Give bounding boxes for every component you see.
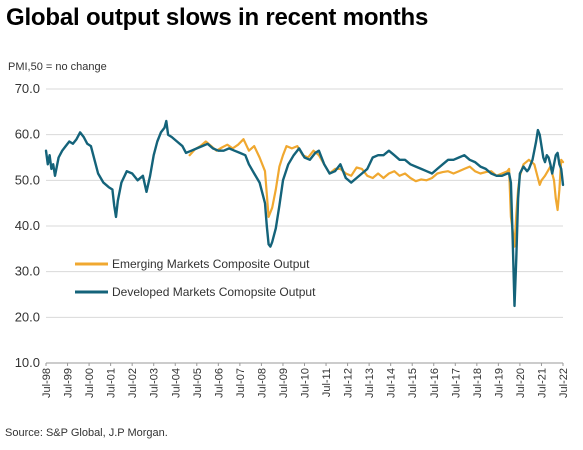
x-tick-label: Jul-10 <box>300 368 312 398</box>
legend-label-developed: Developed Markets Comopsite Output <box>112 285 316 299</box>
x-tick-label: Jul-08 <box>256 368 268 398</box>
series-line-emerging <box>188 138 565 248</box>
x-tick-label: Jul-16 <box>429 368 441 398</box>
x-tick-label: Jul-19 <box>493 368 505 398</box>
y-tick-label: 60.0 <box>15 127 40 142</box>
legend-label-emerging: Emerging Markets Composite Output <box>112 257 310 271</box>
y-axis-ticks: 10.0 20.0 30.0 40.0 50.0 60.0 70.0 <box>15 81 40 370</box>
y-tick-label: 50.0 <box>15 172 40 187</box>
x-tick-label: Jul-99 <box>63 368 75 398</box>
y-tick-label: 10.0 <box>15 355 40 370</box>
x-tick-label: Jul-22 <box>558 368 570 398</box>
x-tick-label: Jul-07 <box>235 368 247 398</box>
x-tick-label: Jul-12 <box>343 368 355 398</box>
x-tick-label: Jul-11 <box>321 368 333 397</box>
gridlines <box>46 88 563 318</box>
y-tick-label: 20.0 <box>15 309 40 324</box>
x-tick-label: Jul-18 <box>472 368 484 398</box>
x-tick-label: Jul-03 <box>149 368 161 398</box>
y-tick-label: 40.0 <box>15 218 40 233</box>
series-line-developed <box>44 119 565 308</box>
x-tick-label: Jul-02 <box>127 368 139 398</box>
x-axis-ticks: Jul-98 Jul-99 Jul-00 Jul-01 Jul-02 Jul-03 Jul-… <box>41 363 570 398</box>
x-tick-label: Jul-09 <box>278 368 290 398</box>
x-tick-label: Jul-20 <box>515 368 527 398</box>
y-tick-label: 30.0 <box>15 264 40 279</box>
x-tick-label: Jul-15 <box>407 368 419 398</box>
x-tick-label: Jul-17 <box>450 368 462 398</box>
x-tick-label: Jul-00 <box>84 368 96 398</box>
source-note: Source: S&P Global, J.P Morgan. <box>5 427 168 439</box>
x-tick-label: Jul-21 <box>536 368 548 398</box>
x-tick-label: Jul-06 <box>213 368 225 398</box>
x-tick-label: Jul-98 <box>41 368 53 398</box>
x-tick-label: Jul-05 <box>192 368 204 398</box>
x-tick-label: Jul-13 <box>364 368 376 398</box>
legend: Emerging Markets Composite Output Develo… <box>75 257 316 299</box>
series-lines <box>44 119 565 308</box>
y-tick-label: 70.0 <box>15 81 40 96</box>
x-tick-label: Jul-04 <box>170 368 182 398</box>
x-tick-label: Jul-14 <box>386 368 398 398</box>
x-tick-label: Jul-01 <box>106 368 118 398</box>
chart-title: Global output slows in recent months <box>6 4 429 31</box>
y-axis-label: PMI,50 = no change <box>8 61 107 73</box>
